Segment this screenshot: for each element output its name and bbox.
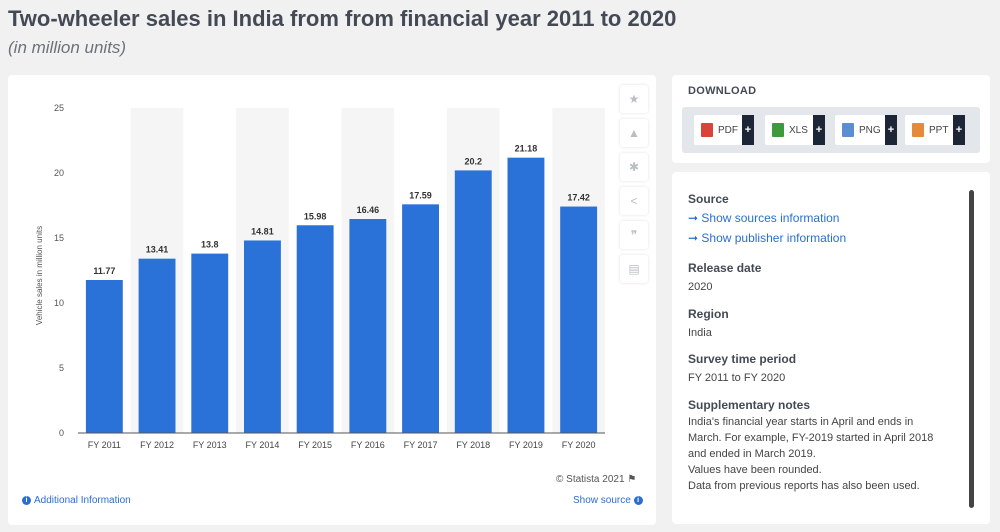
x-tick-label: FY 2016	[351, 440, 385, 450]
plus-icon: +	[953, 115, 965, 145]
png-file-icon	[842, 123, 854, 137]
notes-line: March. For example, FY-2019 started in A…	[688, 432, 934, 444]
x-tick-label: FY 2011	[88, 440, 121, 450]
survey-period-section: Survey time period FY 2011 to FY 2020	[688, 352, 796, 386]
download-xls-button[interactable]: XLS +	[765, 115, 825, 145]
survey-period-heading: Survey time period	[688, 352, 797, 366]
data-label: 17.59	[409, 190, 432, 200]
region-value: India	[688, 327, 712, 339]
y-tick-label: 0	[59, 428, 64, 438]
notes-line: India's financial year starts in April a…	[688, 416, 914, 428]
data-label: 17.42	[567, 193, 590, 203]
info-scrollbar[interactable]	[969, 190, 974, 508]
y-axis-label: Vehicle sales in million units	[35, 226, 44, 325]
bar	[85, 279, 123, 433]
notes-line: Data from previous reports has also been…	[688, 480, 920, 492]
y-tick-label: 5	[59, 363, 64, 373]
source-heading: Source	[688, 192, 729, 206]
copyright-notice: © Statista 2021 ⚑	[556, 474, 636, 485]
bell-icon[interactable]: ▲	[620, 119, 648, 147]
info-panel: Source ➞ Show sources information ➞ Show…	[672, 172, 990, 524]
data-label: 15.98	[304, 211, 327, 221]
x-tick-label: FY 2013	[193, 440, 227, 450]
xls-file-icon	[772, 123, 784, 137]
region-heading: Region	[688, 307, 729, 321]
download-pdf-label: PDF	[718, 124, 738, 136]
show-sources-link[interactable]: ➞ Show sources information	[688, 211, 840, 225]
download-png-label: PNG	[859, 124, 881, 136]
release-date-section: Release date 2020	[688, 261, 761, 295]
plus-icon: +	[813, 115, 825, 145]
star-icon[interactable]: ★	[620, 85, 648, 113]
info-icon: i	[633, 495, 643, 505]
data-label: 13.41	[146, 245, 169, 255]
share-icon[interactable]: <	[620, 187, 648, 215]
y-tick-label: 20	[54, 168, 64, 178]
chart-toolbar: ★ ▲ ✱ < ❞ ▤	[620, 85, 650, 289]
bar	[191, 253, 229, 433]
x-tick-label: FY 2019	[509, 440, 543, 450]
ppt-file-icon	[912, 123, 924, 137]
bar-chart: 0 5 10 15 20 25 Vehicle sales in million units…	[35, 103, 605, 450]
page-subtitle: (in million units)	[8, 38, 127, 57]
x-tick-label: FY 2015	[298, 440, 332, 450]
page-title: Two-wheeler sales in India from from fin…	[8, 6, 677, 31]
y-tick-label: 25	[54, 103, 64, 113]
supplementary-notes-heading: Supplementary notes	[688, 398, 811, 412]
y-tick-label: 10	[54, 298, 64, 308]
x-tick-label: FY 2018	[456, 440, 490, 450]
release-date-value: 2020	[688, 281, 713, 293]
notes-line: Values have been rounded.	[688, 464, 822, 476]
survey-period-value: FY 2011 to FY 2020	[688, 372, 786, 384]
release-date-heading: Release date	[688, 261, 762, 275]
bar	[349, 219, 387, 433]
bar	[454, 170, 492, 433]
flag-icon[interactable]: ⚑	[627, 474, 637, 485]
supplementary-notes-text: India's financial year starts in April a…	[688, 414, 933, 494]
x-tick-label: FY 2017	[404, 440, 438, 450]
x-tick-label: FY 2012	[140, 440, 174, 450]
download-title: DOWNLOAD	[688, 85, 757, 97]
x-tick-label: FY 2020	[562, 440, 596, 450]
download-png-button[interactable]: PNG +	[835, 115, 897, 145]
download-ppt-label: PPT	[929, 124, 949, 136]
gear-icon[interactable]: ✱	[620, 153, 648, 181]
show-source-link[interactable]: Show source i	[573, 495, 646, 506]
bar	[560, 206, 598, 433]
plus-icon: +	[742, 115, 754, 145]
additional-information-label: Additional Information	[34, 495, 131, 506]
download-pdf-button[interactable]: PDF +	[694, 115, 754, 145]
plus-icon: +	[885, 115, 897, 145]
data-label: 13.8	[201, 240, 219, 250]
bar	[402, 204, 439, 433]
notes-line: and ended in March 2019.	[688, 448, 816, 460]
data-label: 11.77	[93, 266, 115, 276]
x-tick-label: FY 2014	[246, 440, 280, 450]
download-xls-label: XLS	[789, 124, 808, 136]
additional-information-link[interactable]: i Additional Information	[22, 495, 131, 506]
copyright-text: © Statista 2021	[556, 474, 625, 485]
chart-card: 0 5 10 15 20 25 Vehicle sales in million units…	[8, 75, 656, 525]
download-ppt-button[interactable]: PPT +	[905, 115, 965, 145]
supplementary-notes-section: Supplementary notes India's financial ye…	[688, 398, 933, 494]
download-panel: DOWNLOAD PDF + XLS + PNG + PPT +	[672, 75, 990, 163]
show-publisher-link[interactable]: ➞ Show publisher information	[688, 231, 847, 245]
data-label: 20.2	[464, 156, 482, 166]
info-icon: i	[22, 495, 31, 505]
pdf-file-icon	[701, 123, 713, 137]
region-section: Region India	[688, 307, 729, 341]
bar	[507, 157, 545, 433]
data-label: 14.81	[251, 226, 274, 236]
y-tick-label: 15	[54, 233, 64, 243]
print-icon[interactable]: ▤	[620, 255, 648, 283]
data-label: 21.18	[515, 144, 538, 154]
data-label: 16.46	[357, 205, 380, 215]
source-section: Source ➞ Show sources information ➞ Show…	[688, 192, 846, 248]
bar	[244, 240, 281, 433]
quote-icon[interactable]: ❞	[620, 221, 648, 249]
bar	[138, 258, 176, 433]
download-buttons: PDF + XLS + PNG + PPT +	[682, 107, 980, 153]
show-source-label: Show source	[573, 495, 631, 506]
bar	[296, 225, 334, 433]
